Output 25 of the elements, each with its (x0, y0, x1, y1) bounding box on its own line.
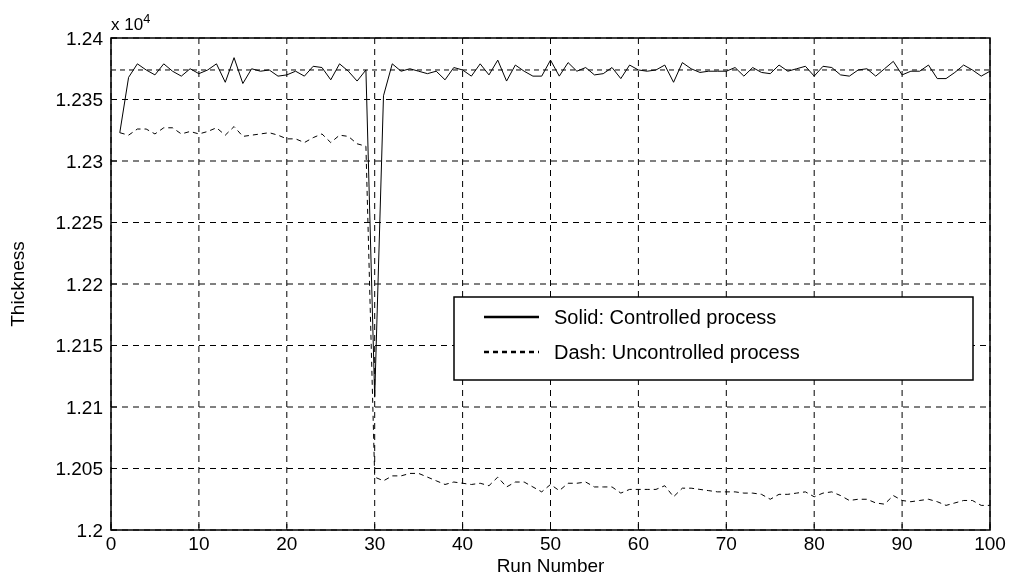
y-tick-label: 1.22 (66, 273, 103, 295)
y-tick-label: 1.205 (55, 458, 103, 480)
x-tick-label: 40 (452, 533, 474, 554)
y-tick-label: 1.215 (55, 335, 103, 357)
y-axis-title: Thickness (7, 241, 28, 327)
y-tick-label: 1.21 (66, 396, 103, 418)
legend-label: Solid: Controlled process (554, 306, 777, 328)
y-tick-label: 1.23 (66, 150, 103, 172)
y-tick-label: 1.235 (55, 89, 103, 111)
x-tick-label: 20 (276, 533, 298, 554)
x-tick-label: 50 (539, 533, 562, 554)
y-tick-label: 1.2 (76, 519, 103, 541)
x-tick-label: 0 (105, 533, 117, 554)
y-tick-label: 1.225 (55, 212, 103, 234)
x-tick-label: 70 (715, 533, 737, 554)
x-tick-label: 90 (891, 533, 913, 554)
x-axis-title: Run Number (496, 555, 606, 576)
x-tick-label: 10 (188, 533, 210, 554)
x-tick-label: 60 (627, 533, 649, 554)
y-tick-label: 1.24 (66, 27, 104, 49)
text: x 10$^{4}$ (111, 10, 151, 34)
legend-label: Dash: Uncontrolled process (554, 341, 800, 363)
x-tick-label: 100 (974, 533, 1006, 554)
x-tick-label: 80 (803, 533, 825, 554)
x-tick-label: 30 (364, 533, 386, 554)
